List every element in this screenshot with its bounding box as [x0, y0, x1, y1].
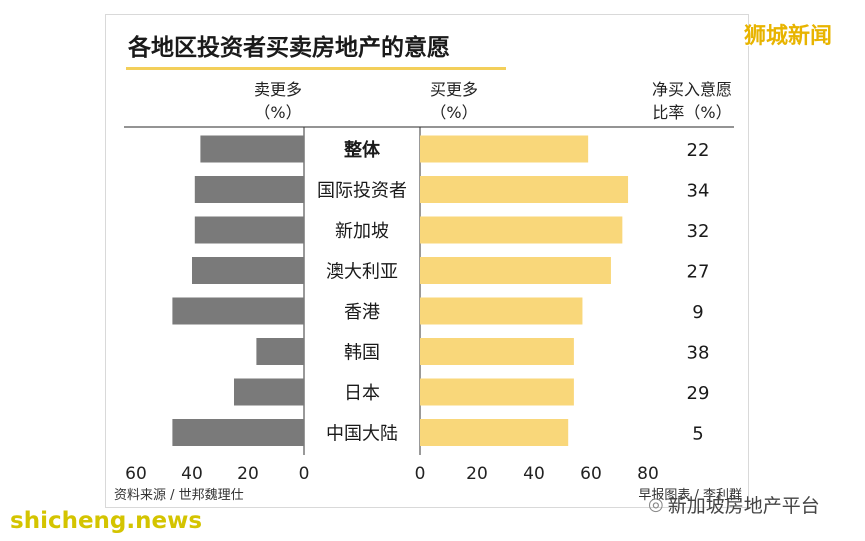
left-tick-20: 20: [237, 464, 259, 484]
ratio-header-line1: 净买入意愿: [652, 80, 732, 99]
right-tick-0: 0: [415, 464, 426, 484]
category-label-4: 香港: [344, 302, 380, 323]
title-underline: [126, 67, 506, 70]
category-label-3: 澳大利亚: [326, 262, 398, 283]
sell-bar-4: [172, 297, 304, 325]
right-header-line1: 买更多: [430, 80, 478, 99]
right-header-line2: （%）: [430, 103, 477, 122]
buy-bar-2: [420, 216, 623, 244]
net-ratio-label-1: 34: [687, 181, 710, 202]
wechat-icon: ◎: [648, 494, 664, 515]
left-header-line2: （%）: [254, 103, 301, 122]
category-label-6: 日本: [344, 383, 380, 404]
buy-bar-6: [420, 378, 574, 406]
chart-title: 各地区投资者买卖房地产的意愿: [127, 34, 450, 61]
watermark-top-right: 狮城新闻: [744, 24, 833, 49]
net-ratio-label-3: 27: [687, 262, 710, 283]
sell-bar-2: [194, 216, 304, 244]
buy-bar-0: [420, 135, 589, 163]
right-tick-40: 40: [523, 464, 545, 484]
net-ratio-label-0: 22: [687, 140, 710, 161]
category-label-1: 国际投资者: [317, 181, 407, 202]
sell-bar-1: [194, 176, 304, 203]
net-ratio-label-2: 32: [687, 221, 710, 242]
category-label-0: 整体: [343, 139, 381, 161]
chart-svg: 各地区投资者买卖房地产的意愿 卖更多 （%） 买更多 （%） 净买入意愿 比率（…: [114, 34, 742, 503]
category-label-7: 中国大陆: [326, 424, 398, 445]
buy-bar-3: [420, 257, 611, 284]
buy-bar-4: [420, 297, 583, 325]
right-tick-60: 60: [580, 464, 602, 484]
sell-bar-0: [200, 135, 304, 163]
left-tick-0: 0: [299, 464, 310, 484]
bars-layer: 整体 22 国际投资者 34 新加坡 32 澳大利亚 27 香港 9 韩国 38 日本 29 中国大陆 5: [172, 135, 710, 446]
source-note: 资料来源 / 世邦魏理仕: [114, 488, 244, 503]
sell-bar-7: [172, 419, 304, 446]
sell-bar-3: [192, 257, 304, 284]
net-ratio-label-6: 29: [687, 383, 710, 404]
net-ratio-label-5: 38: [687, 343, 710, 364]
left-tick-40: 40: [181, 464, 203, 484]
buy-bar-1: [420, 176, 629, 203]
watermark-bottom-right: ◎ 新加坡房地产平台: [648, 491, 820, 518]
watermark-bottom-right-text: 新加坡房地产平台: [667, 495, 820, 517]
left-tick-60: 60: [125, 464, 147, 484]
buy-bar-5: [420, 338, 574, 365]
net-ratio-label-4: 9: [692, 302, 703, 323]
sell-bar-5: [256, 338, 304, 365]
left-header-line1: 卖更多: [254, 80, 302, 99]
buy-bar-7: [420, 419, 569, 446]
category-label-5: 韩国: [344, 343, 380, 364]
right-tick-80: 80: [637, 464, 659, 484]
chart-card: 各地区投资者买卖房地产的意愿 卖更多 （%） 买更多 （%） 净买入意愿 比率（…: [105, 14, 749, 508]
credit-note: 早报图表 / 李利群: [638, 488, 742, 503]
sell-bar-6: [234, 378, 304, 406]
watermark-bottom-left: shicheng.news: [10, 508, 203, 534]
right-tick-20: 20: [466, 464, 488, 484]
ratio-header-line2: 比率（%）: [652, 103, 731, 122]
net-ratio-label-7: 5: [692, 424, 703, 445]
category-label-2: 新加坡: [335, 221, 389, 242]
